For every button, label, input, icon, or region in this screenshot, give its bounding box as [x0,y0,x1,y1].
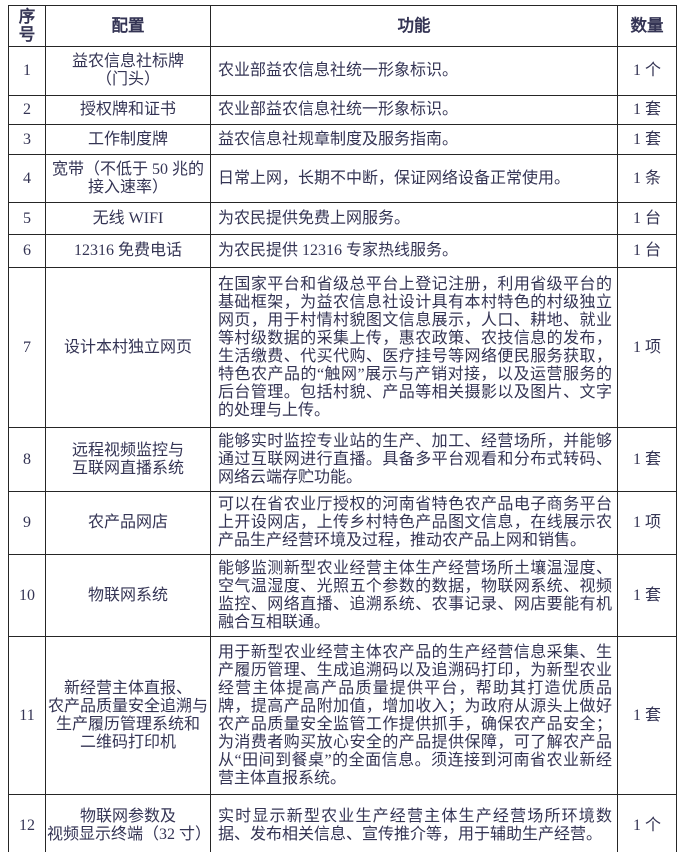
quantity-cell: 1 项 [617,491,677,555]
table-header: 序号 配置 功能 数量 [8,5,677,47]
function-cell: 益农信息社规章制度及服务指南。 [210,124,618,155]
function-cell: 在国家平台和省级总平台上登记注册，利用省级平台的基础框架，为益农信息社设计具有本… [210,267,618,428]
function-cell: 为农民提供 12316 专家热线服务。 [210,234,618,268]
serial-number-cell: 2 [8,95,46,125]
serial-number-cell: 4 [8,154,46,203]
table-row: 10 物联网系统 能够监测新型农业经营主体生产经营场所土壤温湿度、空气温湿度、光照五… [8,554,677,637]
function-cell: 用于新型农业经营主体农产品的生产经营信息采集、生产履历管理、生成追溯码以及追溯码… [210,636,618,795]
table-row: 8 远程视频监控与 互联网直播系统 能够实时监控专业站的生产、加工、经营场所，并能够… [8,427,677,492]
function-cell: 农业部益农信息社统一形象标识。 [210,95,618,125]
quantity-cell: 1 个 [617,46,677,96]
configuration-cell: 农产品网店 [45,491,211,555]
table-row: 12 物联网参数及 视频显示终端（32 寸） 实时显示新型农业生产经营主体生产经营场… [8,794,677,852]
quantity-cell: 1 个 [617,794,677,852]
quantity-cell: 1 项 [617,267,677,428]
quantity-cell: 1 条 [617,154,677,203]
header-quantity: 数量 [617,5,677,47]
table-row: 1 益农信息社标牌 （门头） 农业部益农信息社统一形象标识。 1 个 [8,46,677,96]
configuration-cell: 物联网系统 [45,554,211,637]
table-row: 9 农产品网店 可以在省农业厅授权的河南省特色农产品电子商务平台上开设网店，上传乡村… [8,491,677,555]
quantity-cell: 1 台 [617,202,677,235]
serial-number-cell: 1 [8,46,46,96]
header-function: 功能 [210,5,618,47]
serial-number-cell: 12 [8,794,46,852]
function-cell: 可以在省农业厅授权的河南省特色农产品电子商务平台上开设网店，上传乡村特色产品图文… [210,491,618,555]
quantity-cell: 1 套 [617,427,677,492]
spec-table: 序号 配置 功能 数量 1 益农信息社标牌 （门头） 农业部益农信息社统一形象标识。… [8,5,677,852]
configuration-cell: 无线 WIFI [45,202,211,235]
configuration-cell: 远程视频监控与 互联网直播系统 [45,427,211,492]
quantity-cell: 1 套 [617,636,677,795]
quantity-cell: 1 套 [617,95,677,125]
quantity-cell: 1 套 [617,124,677,155]
quantity-cell: 1 套 [617,554,677,637]
configuration-cell: 新经营主体直报、 农产品质量安全追溯与 生产履历管理系统和 二维码打印机 [45,636,211,795]
table-row: 6 12316 免费电话 为农民提供 12316 专家热线服务。 1 台 [8,234,677,268]
function-cell: 实时显示新型农业生产经营主体生产经营场所环境数据、发布相关信息、宣传推介等，用于… [210,794,618,852]
serial-number-cell: 6 [8,234,46,268]
serial-number-cell: 11 [8,636,46,795]
quantity-cell: 1 台 [617,234,677,268]
function-cell: 能够实时监控专业站的生产、加工、经营场所，并能够通过互联网进行直播。具备多平台观… [210,427,618,492]
serial-number-cell: 8 [8,427,46,492]
serial-number-cell: 10 [8,554,46,637]
function-cell: 日常上网，长期不中断，保证网络设备正常使用。 [210,154,618,203]
header-configuration: 配置 [45,5,211,47]
serial-number-cell: 5 [8,202,46,235]
table-row: 5 无线 WIFI 为农民提供免费上网服务。 1 台 [8,202,677,235]
configuration-cell: 授权牌和证书 [45,95,211,125]
configuration-cell: 设计本村独立网页 [45,267,211,428]
table-row: 3 工作制度牌 益农信息社规章制度及服务指南。 1 套 [8,124,677,155]
table-body: 1 益农信息社标牌 （门头） 农业部益农信息社统一形象标识。 1 个 2 授权牌和证书 农业… [8,46,677,852]
header-row: 序号 配置 功能 数量 [8,5,677,47]
header-serial-number: 序号 [8,5,46,47]
serial-number-cell: 7 [8,267,46,428]
table-row: 4 宽带（不低于 50 兆的 接入速率） 日常上网，长期不中断，保证网络设备正常使用… [8,154,677,203]
configuration-cell: 宽带（不低于 50 兆的 接入速率） [45,154,211,203]
table-row: 11 新经营主体直报、 农产品质量安全追溯与 生产履历管理系统和 二维码打印机 用于… [8,636,677,795]
table-row: 7 设计本村独立网页 在国家平台和省级总平台上登记注册，利用省级平台的基础框架，为益… [8,267,677,428]
configuration-cell: 益农信息社标牌 （门头） [45,46,211,96]
function-cell: 农业部益农信息社统一形象标识。 [210,46,618,96]
configuration-cell: 12316 免费电话 [45,234,211,268]
serial-number-cell: 9 [8,491,46,555]
table-row: 2 授权牌和证书 农业部益农信息社统一形象标识。 1 套 [8,95,677,125]
serial-number-cell: 3 [8,124,46,155]
function-cell: 为农民提供免费上网服务。 [210,202,618,235]
configuration-cell: 物联网参数及 视频显示终端（32 寸） [45,794,211,852]
function-cell: 能够监测新型农业经营主体生产经营场所土壤温湿度、空气温湿度、光照五个参数的数据，… [210,554,618,637]
configuration-cell: 工作制度牌 [45,124,211,155]
